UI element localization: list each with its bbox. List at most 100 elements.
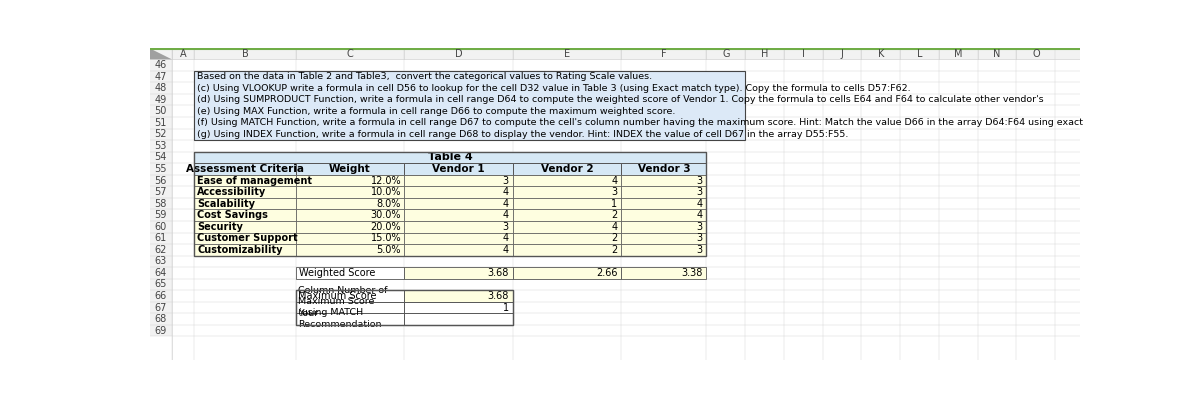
Text: Based on the data in Table 2 and Table3,  convert the categorical values to Rati: Based on the data in Table 2 and Table3,… bbox=[197, 72, 653, 81]
Bar bbox=[194, 233, 295, 244]
Bar bbox=[172, 128, 1080, 140]
Text: B: B bbox=[241, 49, 248, 59]
Text: D: D bbox=[455, 49, 462, 59]
Text: 10.0%: 10.0% bbox=[371, 187, 401, 197]
Text: 46: 46 bbox=[155, 60, 167, 70]
Text: M: M bbox=[954, 49, 962, 59]
Bar bbox=[172, 290, 1080, 302]
Text: 48: 48 bbox=[155, 83, 167, 93]
Text: 2: 2 bbox=[611, 233, 617, 243]
Text: (d) Using SUMPRODUCT Function, write a formula in cell range D64 to compute the : (d) Using SUMPRODUCT Function, write a f… bbox=[197, 95, 1044, 104]
Bar bbox=[404, 198, 512, 209]
Text: 54: 54 bbox=[155, 152, 167, 162]
Bar bbox=[512, 221, 622, 233]
Text: 69: 69 bbox=[155, 326, 167, 336]
Bar bbox=[150, 152, 172, 163]
Bar bbox=[172, 233, 1080, 244]
Text: F: F bbox=[661, 49, 667, 59]
Bar bbox=[150, 325, 172, 337]
Bar bbox=[172, 279, 1080, 290]
Text: Column Number of
Maximum Score
(using MATCH: Column Number of Maximum Score (using MA… bbox=[298, 286, 388, 318]
Text: 68: 68 bbox=[155, 314, 167, 324]
Bar bbox=[150, 198, 172, 209]
Bar bbox=[150, 302, 172, 314]
Bar bbox=[295, 175, 404, 186]
Text: 60: 60 bbox=[155, 222, 167, 232]
Text: 61: 61 bbox=[155, 233, 167, 243]
Text: 56: 56 bbox=[155, 175, 167, 185]
Bar bbox=[404, 163, 512, 175]
Bar bbox=[512, 186, 622, 198]
Bar bbox=[512, 233, 622, 244]
Bar bbox=[172, 152, 1080, 163]
Text: 49: 49 bbox=[155, 95, 167, 105]
Text: 4: 4 bbox=[611, 222, 617, 232]
Text: H: H bbox=[761, 49, 768, 59]
Bar bbox=[622, 209, 707, 221]
Bar bbox=[404, 175, 512, 186]
Text: 3.38: 3.38 bbox=[682, 268, 702, 278]
Text: 3: 3 bbox=[696, 233, 702, 243]
Text: Your
Recommendation: Your Recommendation bbox=[298, 309, 382, 329]
Bar bbox=[194, 221, 295, 233]
Bar bbox=[150, 71, 172, 82]
Bar bbox=[404, 186, 512, 198]
Bar bbox=[150, 105, 172, 117]
Bar bbox=[404, 290, 512, 302]
Text: Vendor 1: Vendor 1 bbox=[432, 164, 485, 174]
Text: 4: 4 bbox=[696, 210, 702, 220]
Text: O: O bbox=[1032, 49, 1039, 59]
Bar bbox=[194, 198, 295, 209]
Text: 5.0%: 5.0% bbox=[377, 245, 401, 255]
Text: 4: 4 bbox=[503, 187, 509, 197]
Bar bbox=[150, 59, 172, 71]
Bar bbox=[150, 163, 172, 175]
Bar bbox=[150, 290, 172, 302]
Text: 1: 1 bbox=[611, 199, 617, 208]
Text: Vendor 2: Vendor 2 bbox=[541, 164, 593, 174]
Bar bbox=[172, 175, 1080, 186]
Text: Cost Savings: Cost Savings bbox=[197, 210, 268, 220]
Text: 4: 4 bbox=[503, 210, 509, 220]
Bar bbox=[194, 152, 707, 163]
Text: Table 4: Table 4 bbox=[428, 152, 473, 162]
Bar bbox=[295, 209, 404, 221]
Text: 52: 52 bbox=[155, 129, 167, 139]
Bar bbox=[622, 267, 707, 279]
Text: Accessibility: Accessibility bbox=[197, 187, 266, 197]
Text: 58: 58 bbox=[155, 199, 167, 208]
Text: 2: 2 bbox=[611, 245, 617, 255]
Bar bbox=[150, 140, 172, 152]
Bar bbox=[172, 267, 1080, 279]
Bar bbox=[295, 186, 404, 198]
Text: 30.0%: 30.0% bbox=[371, 210, 401, 220]
Bar bbox=[194, 209, 295, 221]
Bar bbox=[194, 152, 707, 256]
Bar bbox=[150, 175, 172, 186]
Text: 4: 4 bbox=[611, 175, 617, 185]
Bar bbox=[172, 302, 1080, 314]
Bar bbox=[150, 279, 172, 290]
Bar bbox=[172, 256, 1080, 267]
Bar bbox=[404, 244, 512, 256]
Text: 1: 1 bbox=[503, 303, 509, 313]
Text: 3: 3 bbox=[503, 222, 509, 232]
Bar bbox=[622, 163, 707, 175]
Text: 50: 50 bbox=[155, 106, 167, 116]
Bar bbox=[295, 233, 404, 244]
Bar bbox=[512, 267, 622, 279]
Bar bbox=[150, 233, 172, 244]
Text: I: I bbox=[802, 49, 805, 59]
Bar bbox=[512, 244, 622, 256]
Text: 65: 65 bbox=[155, 280, 167, 290]
Bar bbox=[194, 163, 295, 175]
Bar bbox=[194, 71, 745, 140]
Bar bbox=[172, 325, 1080, 337]
Text: 15.0%: 15.0% bbox=[371, 233, 401, 243]
Bar bbox=[622, 233, 707, 244]
Bar bbox=[172, 82, 1080, 94]
Bar bbox=[622, 186, 707, 198]
Text: 47: 47 bbox=[155, 72, 167, 82]
Text: 4: 4 bbox=[503, 199, 509, 208]
Text: 3: 3 bbox=[696, 245, 702, 255]
